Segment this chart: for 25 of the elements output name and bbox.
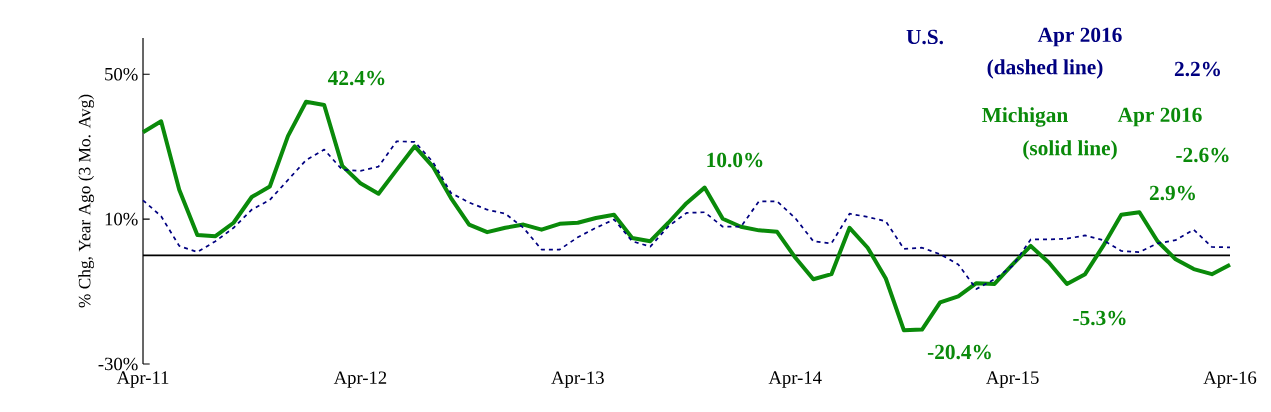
line-series	[141, 99, 1232, 333]
annotation: (dashed line)	[987, 59, 1103, 79]
annotation: 2.2%	[1174, 61, 1220, 77]
annotation: -5.3%	[1073, 310, 1126, 326]
x-tick-label: Apr-14	[768, 371, 822, 388]
x-tick-label: Apr-12	[333, 371, 387, 388]
annotation: -2.6%	[1176, 147, 1229, 163]
line-series	[142, 140, 1231, 290]
x-tick-label: Apr-13	[551, 371, 604, 388]
text: Michigan	[982, 107, 1068, 127]
annotation: 10.0%	[707, 152, 763, 168]
annotation: 2.9%	[1149, 185, 1195, 201]
annotation: (solid line)	[1023, 140, 1117, 160]
y-tick-label: -30%	[98, 357, 138, 371]
x-tick-label: Apr-15	[986, 371, 1039, 388]
annotation: Apr 2016	[1037, 27, 1122, 47]
text: U.S.	[906, 29, 944, 45]
annotation: Apr 2016	[1117, 107, 1202, 127]
y-tick-label: 50%	[105, 67, 138, 81]
y-axis-title: % Chg, Year Ago (3 Mo. Avg)	[78, 94, 95, 308]
annotation: 42.4%	[327, 70, 385, 86]
x-tick-label: Apr-16	[1203, 371, 1257, 388]
y-tick-label: 10%	[105, 212, 138, 226]
x-tick-label: Apr-11	[116, 371, 169, 388]
annotation: -20.4%	[927, 344, 991, 360]
